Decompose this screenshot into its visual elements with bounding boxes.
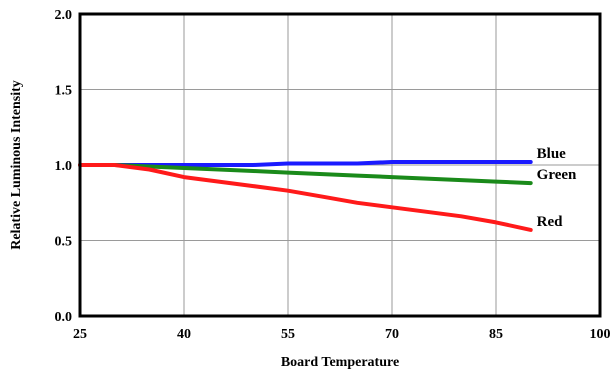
series-labels: Blue Green Red xyxy=(537,146,577,230)
series-lines xyxy=(78,160,533,232)
series-line-green xyxy=(78,163,533,186)
x-tick-label: 70 xyxy=(385,327,399,342)
x-tick-label: 100 xyxy=(590,327,611,342)
x-axis-title: Board Temperature xyxy=(281,355,399,370)
series-line-red xyxy=(78,163,533,232)
series-label-green: Green xyxy=(537,167,577,183)
x-tick-label: 40 xyxy=(177,327,191,342)
series-label-red: Red xyxy=(537,214,563,230)
y-tick-label: 1.0 xyxy=(55,159,73,174)
x-tick-label: 55 xyxy=(281,327,295,342)
y-tick-label: 0.5 xyxy=(55,235,73,250)
x-tick-label: 85 xyxy=(489,327,503,342)
y-axis-title: Relative Luminous Intensity xyxy=(9,80,24,250)
x-tick-label: 25 xyxy=(73,327,87,342)
y-tick-label: 1.5 xyxy=(55,84,73,99)
x-axis-ticks: 25 40 55 70 85 100 xyxy=(73,327,611,342)
y-axis-ticks: 0.0 0.5 1.0 1.5 2.0 xyxy=(55,8,73,325)
series-label-blue: Blue xyxy=(537,146,567,162)
plot-frame xyxy=(78,12,602,318)
y-tick-label: 0.0 xyxy=(55,310,73,325)
y-tick-label: 2.0 xyxy=(55,8,73,23)
